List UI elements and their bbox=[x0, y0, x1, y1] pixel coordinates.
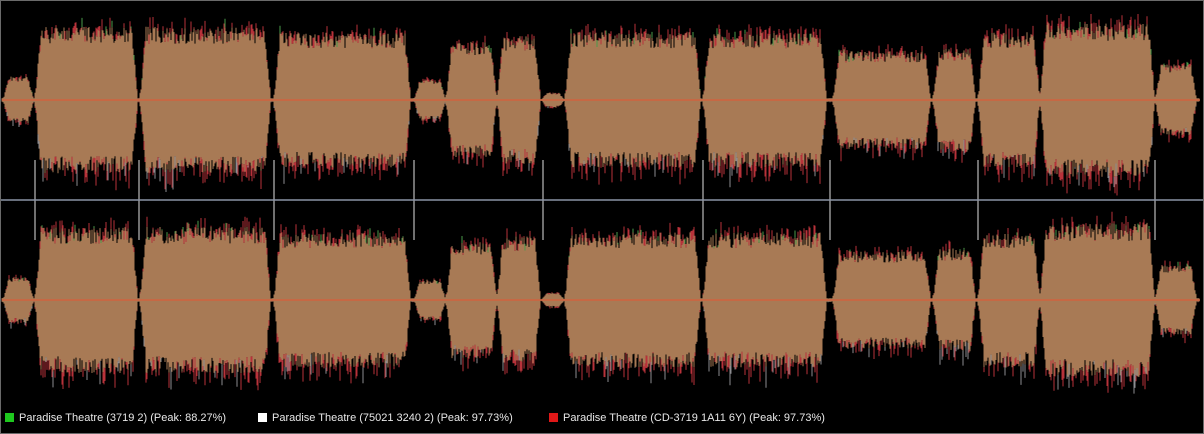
legend-swatch bbox=[549, 413, 558, 422]
waveform-peaks bbox=[13, 17, 1189, 99]
waveform-peaks bbox=[5, 211, 1199, 393]
waveform-peaks bbox=[18, 220, 1198, 299]
legend-swatch bbox=[5, 413, 14, 422]
legend: Paradise Theatre (3719 2) (Peak: 88.27%)… bbox=[5, 412, 825, 424]
legend-label: Paradise Theatre (75021 3240 2) (Peak: 9… bbox=[272, 412, 513, 424]
legend-label: Paradise Theatre (CD-3719 1A11 6Y) (Peak… bbox=[563, 412, 825, 424]
waveform-peaks bbox=[6, 101, 1197, 192]
waveform-peaks bbox=[3, 301, 1187, 394]
legend-swatch bbox=[258, 413, 267, 422]
legend-label: Paradise Theatre (3719 2) (Peak: 88.27%) bbox=[19, 412, 226, 424]
waveforms bbox=[1, 13, 1200, 394]
